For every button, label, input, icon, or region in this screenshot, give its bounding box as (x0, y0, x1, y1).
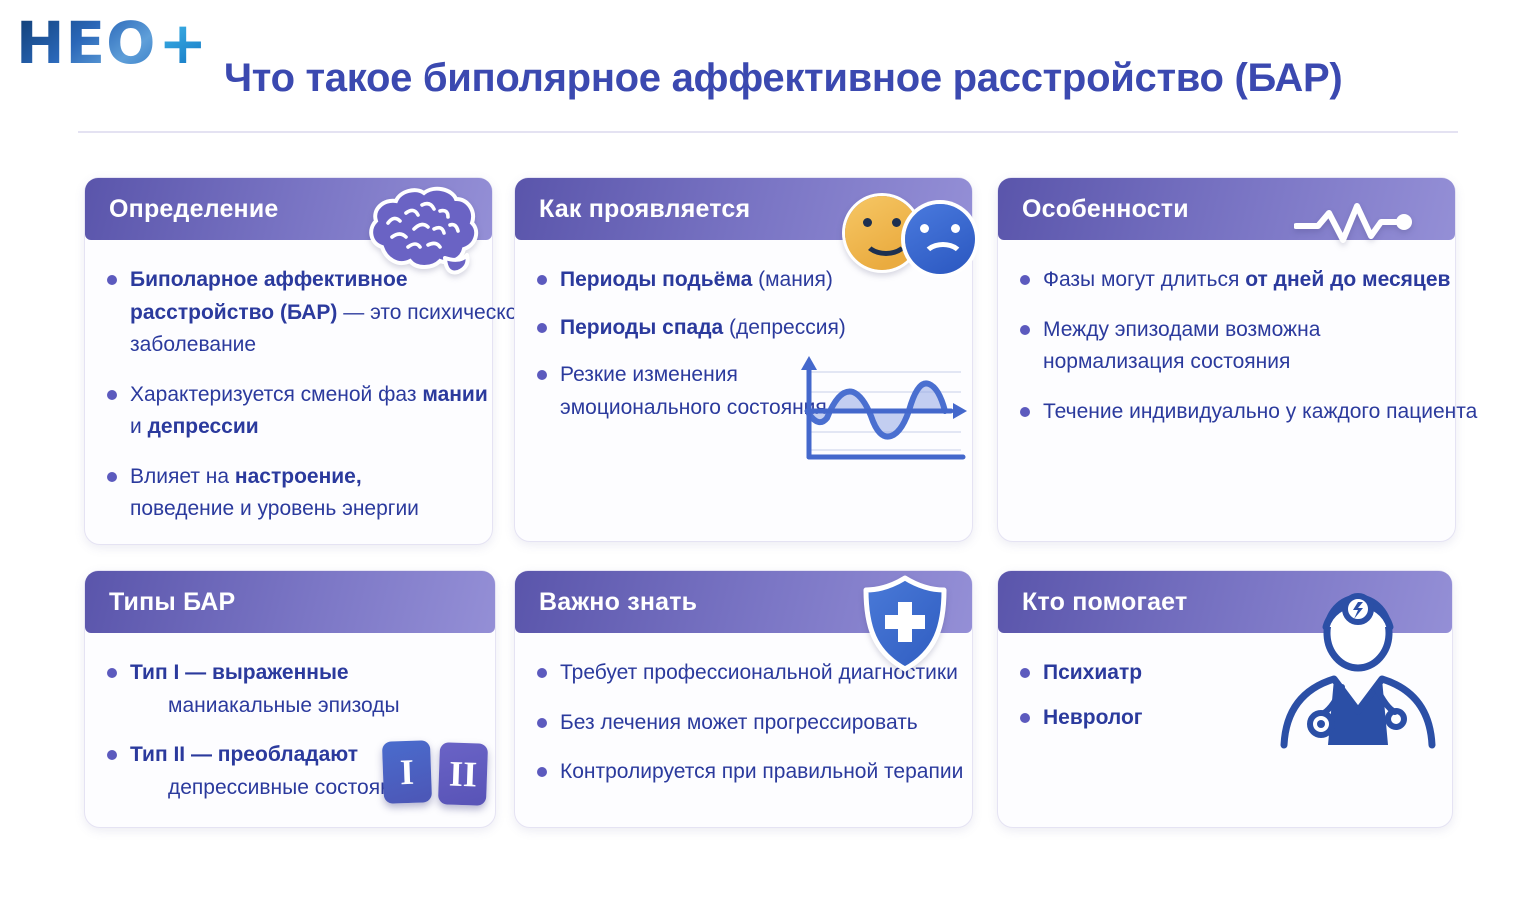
bullet-dot (537, 767, 547, 778)
bullet-item: Периоды подьёма (мания) (537, 264, 966, 297)
bullet-text: Периоды подьёма (мания) (560, 268, 833, 291)
card-header: Особенности (998, 178, 1455, 243)
card-body: Психиатр Невролог (998, 633, 1452, 734)
bullet-dot (537, 322, 547, 333)
bullet-text: Психиатр (1043, 661, 1143, 684)
brain-icon (369, 186, 479, 275)
doctor-icon (1280, 593, 1436, 749)
bullet-list: Тип I — выраженные маниакальные эпизоды Ти… (107, 657, 489, 804)
card-title: Кто помогает (1022, 587, 1188, 616)
logo-plus-icon: + (158, 9, 209, 77)
bullet-text: Между эпизодами возможна нормализация сос… (1043, 317, 1321, 374)
bullet-item: Психиатр (1020, 657, 1446, 690)
bullet-dot (537, 717, 547, 728)
card-body: Периоды подьёма (мания) Периоды спада (де… (515, 240, 972, 424)
bullet-dot (1020, 406, 1030, 417)
card-definition: Определение Биполарное аффективное расстр… (84, 177, 529, 545)
card-title: Определение (109, 194, 279, 223)
bullet-item: Тип I — выраженные маниакальные эпизоды (107, 657, 489, 722)
bullet-item: Контролируется при правильной терапии (537, 756, 966, 789)
bullet-dot (107, 750, 117, 761)
card-title: Типы БАР (109, 587, 236, 616)
bullet-text: Без лечения может прогрессировать (560, 710, 918, 734)
bullet-list: Биполарное аффективное расстройство (БАР)… (107, 264, 529, 526)
bullet-dot (107, 275, 117, 285)
bullet-dot (1020, 275, 1030, 285)
logo-text: НЕО (16, 9, 157, 77)
bullet-item: Влияет на настроение, поведение и уровень… (107, 461, 486, 526)
type-tiles-icon: I II (381, 740, 489, 806)
type-2-tile: II (437, 742, 489, 806)
bullet-list: Фазы могут длиться от дней до месяцев Меж… (1020, 264, 1477, 429)
bullet-text: Фазы могут длиться от дней до месяцев (1043, 268, 1451, 291)
bullet-dot (537, 370, 547, 381)
bullet-text: Резкие изменения эмоционального состояния (560, 363, 827, 419)
card-header: Типы БАР (85, 571, 495, 633)
title-divider (78, 131, 1458, 133)
card-who-helps: Кто помогает Психиатр Невролог (997, 570, 1453, 828)
card-body: Биполарное аффективное расстройство (БАР)… (85, 240, 529, 526)
bullet-list: Психиатр Невролог (1020, 657, 1446, 734)
bullet-item: Резкие изменения эмоционального состояния (537, 359, 966, 424)
card-body: Тип I — выраженные маниакальные эпизоды Ти… (85, 633, 495, 804)
bullet-dot (537, 275, 547, 285)
bullet-text: Невролог (1043, 705, 1143, 729)
bullet-item: Течение индивидуально у каждого пациента (1020, 396, 1477, 429)
bullet-item: Биполарное аффективное расстройство (БАР)… (107, 264, 529, 362)
bullet-item: Периоды спада (депрессия) (537, 312, 966, 345)
card-important: Важно знать Требует профессиональной диа… (514, 570, 973, 828)
bullet-text: Периоды спада (депрессия) (560, 315, 846, 339)
bullet-item: Тип II — преобладают депрессивные состоян… (107, 739, 489, 804)
bullet-text: Характеризуется сменой фаз мании и депрес… (130, 382, 488, 439)
bullet-dot (107, 471, 117, 482)
bullet-dot (107, 389, 117, 400)
bullet-dot (1020, 712, 1030, 723)
bullet-text: Контролируется при правильной терапии (560, 760, 964, 784)
card-features: Особенности Фазы могут длиться от дней д… (997, 177, 1477, 542)
page-title: Что такое биполярное аффективное расстро… (224, 56, 1343, 100)
card-body: Требует профессиональной диагностики Без … (515, 633, 972, 789)
bullet-text: Влияет на настроение, поведение и уровень… (130, 464, 419, 521)
sad-face-icon (905, 204, 975, 274)
bullet-item: Невролог (1020, 702, 1446, 735)
mood-faces-icon (845, 190, 979, 280)
bullet-item: Характеризуется сменой фаз мании и депрес… (107, 379, 488, 444)
neo-plus-logo: НЕО+ (16, 8, 208, 78)
card-body: Фазы могут длиться от дней до месяцев Меж… (998, 240, 1477, 429)
bullet-item: Требует профессиональной диагностики (537, 657, 966, 690)
card-title: Как проявляется (539, 194, 751, 223)
bullet-dot (537, 668, 547, 678)
bullet-list: Требует профессиональной диагностики Без … (537, 657, 966, 789)
bullet-text: Тип I — выраженные маниакальные эпизоды (130, 661, 400, 717)
bullet-item: Между эпизодами возможна нормализация сос… (1020, 314, 1449, 379)
type-1-tile: I (381, 740, 433, 804)
bullet-text: Требует профессиональной диагностики (560, 661, 958, 684)
bullet-item: Фазы могут длиться от дней до месяцев (1020, 264, 1451, 297)
bullet-list: Периоды подьёма (мания) Периоды спада (де… (537, 264, 966, 424)
bullet-dot (1020, 668, 1030, 678)
bullet-dot (107, 668, 117, 678)
shield-cross-icon (863, 575, 947, 672)
bullet-text: Течение индивидуально у каждого пациента (1043, 399, 1478, 423)
bullet-item: Без лечения может прогрессировать (537, 707, 966, 740)
card-types: Типы БАР Тип I — выраженные маниакальные … (84, 570, 496, 828)
card-manifestation: Как проявляется Периоды подьёма (мания) П… (514, 177, 975, 542)
bullet-text: Тип II — преобладают депрессивные состоян… (130, 743, 415, 799)
card-title: Важно знать (539, 587, 698, 616)
card-title: Особенности (1022, 194, 1189, 223)
bullet-dot (1020, 324, 1030, 335)
bullet-text: Биполарное аффективное расстройство (БАР)… (130, 268, 529, 357)
mood-wave-chart (801, 356, 967, 460)
pulse-icon (1294, 203, 1412, 243)
